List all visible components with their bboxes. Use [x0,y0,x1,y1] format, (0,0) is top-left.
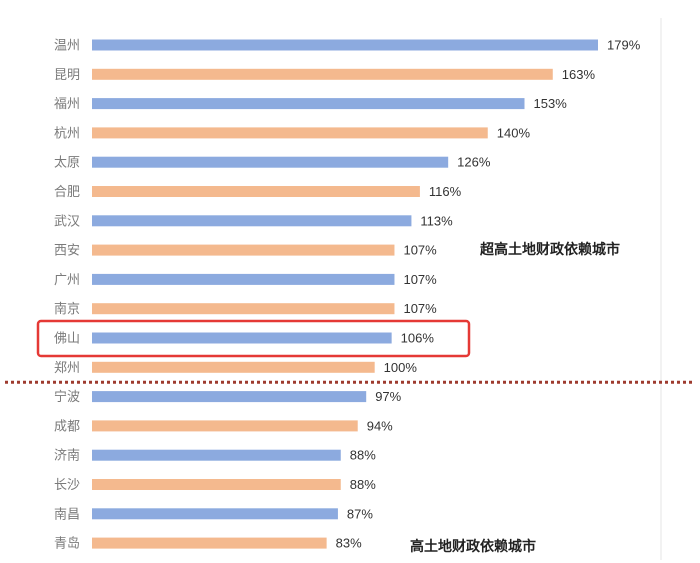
value-label: 87% [347,506,373,521]
bar [92,215,412,227]
category-label: 合肥 [54,185,80,200]
bar [92,361,375,373]
category-label: 杭州 [54,126,80,141]
value-label: 94% [367,418,393,433]
bar [92,39,598,51]
bar [92,244,395,256]
value-label: 179% [607,38,641,53]
value-label: 153% [534,96,568,111]
bar [92,508,338,520]
value-label: 88% [350,477,376,492]
value-label: 88% [350,448,376,463]
category-label: 太原 [54,156,80,171]
value-label: 107% [403,243,437,258]
value-label: 83% [336,536,362,551]
value-label: 163% [562,67,596,82]
category-label: 昆明 [54,68,80,83]
bar [92,98,525,110]
bar [92,273,395,285]
category-label: 温州 [54,39,80,54]
value-label: 126% [457,155,491,170]
bar [92,156,449,168]
category-label: 郑州 [54,361,80,376]
annotation-above: 超高土地财政依赖城市 [479,241,620,258]
category-label: 佛山 [54,332,80,347]
category-label: 济南 [54,448,80,464]
value-label: 116% [429,184,462,199]
category-label: 福州 [54,97,80,112]
value-label: 97% [375,389,401,404]
bar [92,479,341,490]
category-label: 广州 [54,273,80,288]
category-label: 南京 [54,301,80,317]
highlight-box [36,319,471,358]
value-label: 113% [420,213,453,228]
category-label: 成都 [54,419,80,434]
value-label: 106% [401,331,435,346]
bar [92,68,553,80]
category-label: 长沙 [54,478,80,493]
bar [92,537,327,549]
value-label: 107% [403,272,437,287]
bar [92,127,488,139]
category-label: 武汉 [54,214,80,229]
bar [92,449,341,461]
bar [92,391,367,403]
category-label: 宁波 [54,389,80,405]
category-label: 西安 [54,244,80,259]
value-label: 100% [384,360,418,375]
bar [92,420,358,432]
category-label: 南昌 [54,506,80,522]
value-label: 140% [497,125,531,140]
category-label: 青岛 [54,536,80,552]
bar [92,303,395,315]
bar [92,186,420,197]
annotation-below: 高土地财政依赖城市 [410,538,536,555]
value-label: 107% [403,301,437,316]
bar [92,332,392,344]
